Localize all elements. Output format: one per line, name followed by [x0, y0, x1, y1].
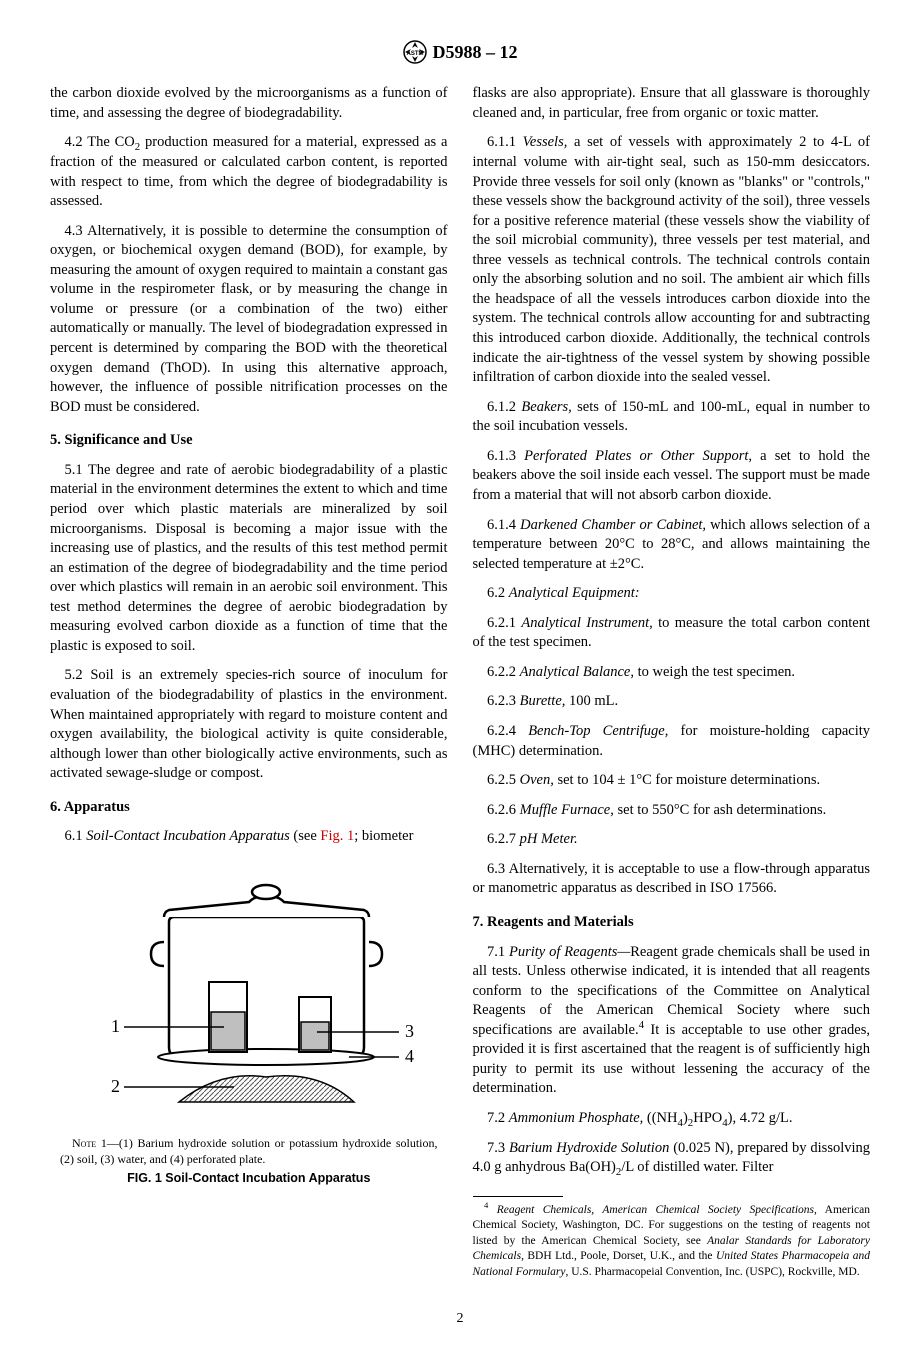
para-5-1: 5.1 The degree and rate of aerobic biode…	[50, 461, 448, 657]
para-7-2: 7.2 Ammonium Phosphate, ((NH4)2HPO4), 4.…	[473, 1109, 871, 1129]
para-6-2-7: 6.2.7 pH Meter.	[473, 830, 871, 850]
text: ), 4.72 g/L.	[728, 1110, 793, 1126]
para-carbon-dioxide: the carbon dioxide evolved by the microo…	[50, 84, 448, 123]
para-flasks-cont: flasks are also appropriate). Ensure tha…	[473, 84, 871, 123]
para-7-3: 7.3 Barium Hydroxide Solution (0.025 N),…	[473, 1139, 871, 1178]
text: (see	[293, 828, 320, 844]
para-6-2-5: 6.2.5 Oven, set to 104 ± 1°C for moistur…	[473, 771, 871, 791]
italic-text: Beakers,	[521, 399, 571, 415]
svg-text:ASTM: ASTM	[406, 51, 423, 57]
para-6-1-2: 6.1.2 Beakers, sets of 150-mL and 100-mL…	[473, 398, 871, 437]
svg-text:3: 3	[405, 1021, 414, 1041]
note-label: Note	[72, 1136, 96, 1150]
right-column: flasks are also appropriate). Ensure tha…	[473, 84, 871, 1280]
text: ((NH	[643, 1110, 677, 1126]
page-number: 2	[50, 1310, 870, 1329]
text: 6.1.1	[487, 134, 523, 150]
text: ; biometer	[354, 828, 413, 844]
text: set to 550°C for ash determinations.	[614, 802, 826, 818]
footnote-4: 4 Reagent Chemicals, American Chemical S…	[473, 1203, 871, 1281]
figure-note: Note 1—(1) Barium hydroxide solution or …	[50, 1135, 448, 1167]
italic-text: Vessels,	[523, 134, 568, 150]
para-6-2: 6.2 Analytical Equipment:	[473, 584, 871, 604]
text: set to 104 ± 1°C for moisture determinat…	[554, 772, 820, 788]
text: 6.2.2	[487, 664, 520, 680]
text: 6.2.4	[487, 723, 528, 739]
text: 6.2.7	[487, 831, 520, 847]
para-7-1: 7.1 Purity of Reagents—Reagent grade che…	[473, 943, 871, 1100]
text: to weigh the test specimen.	[634, 664, 795, 680]
note-text: 1—(1) Barium hydroxide solution or potas…	[60, 1136, 438, 1166]
italic-text: Soil-Contact Incubation Apparatus	[86, 828, 293, 844]
italic-text: Ammonium Phosphate,	[509, 1110, 644, 1126]
text: 7.1	[487, 944, 509, 960]
left-column: the carbon dioxide evolved by the microo…	[50, 84, 448, 1280]
astm-logo-icon: ASTM	[403, 40, 427, 64]
text: 6.2.1	[487, 615, 521, 631]
text: 6.2.5	[487, 772, 520, 788]
text: 4.2 The CO	[65, 134, 135, 150]
italic-text: Perforated Plates or Other Support,	[524, 448, 752, 464]
text: /L of distilled water. Filter	[621, 1159, 773, 1175]
text: , U.S. Pharmacopeial Convention, Inc. (U…	[565, 1266, 859, 1278]
text: 6.1.3	[487, 448, 524, 464]
text: 6.1.2	[487, 399, 521, 415]
para-5-2: 5.2 Soil is an extremely species-rich so…	[50, 666, 448, 783]
italic-text: Analytical Equipment:	[509, 585, 640, 601]
italic-text: Bench-Top Centrifuge,	[528, 723, 668, 739]
italic-text: Oven,	[520, 772, 554, 788]
text: 6.2.3	[487, 693, 520, 709]
para-6-2-2: 6.2.2 Analytical Balance, to weigh the t…	[473, 663, 871, 683]
page-header: ASTM D5988 – 12	[50, 40, 870, 64]
svg-text:4: 4	[405, 1046, 414, 1066]
footnote-separator	[473, 1196, 563, 1197]
designation-text: D5988 – 12	[433, 40, 518, 64]
para-6-3: 6.3 Alternatively, it is acceptable to u…	[473, 860, 871, 899]
italic-text: Analytical Instrument,	[521, 615, 652, 631]
italic-text: Purity of Reagents—	[509, 944, 630, 960]
italic-text: Barium Hydroxide Solution	[509, 1140, 669, 1156]
svg-text:2: 2	[111, 1076, 120, 1096]
para-6-1-4: 6.1.4 Darkened Chamber or Cabinet, which…	[473, 516, 871, 575]
text: 100 mL.	[565, 693, 618, 709]
para-6-1-1: 6.1.1 Vessels, a set of vessels with app…	[473, 133, 871, 387]
heading-7: 7. Reagents and Materials	[473, 913, 871, 933]
para-6-2-1: 6.2.1 Analytical Instrument, to measure …	[473, 614, 871, 653]
text: , BDH Ltd., Poole, Dorset, U.K., and the	[521, 1250, 716, 1262]
italic-text: Darkened Chamber or Cabinet,	[520, 517, 706, 533]
heading-5: 5. Significance and Use	[50, 431, 448, 451]
text: 6.1	[65, 828, 87, 844]
heading-6: 6. Apparatus	[50, 798, 448, 818]
text: 6.1.4	[487, 517, 520, 533]
text: 6.2	[487, 585, 509, 601]
italic-text: Muffle Furnace,	[520, 802, 614, 818]
para-6-2-3: 6.2.3 Burette, 100 mL.	[473, 692, 871, 712]
svg-text:1: 1	[111, 1016, 120, 1036]
italic-text: Analytical Balance,	[520, 664, 634, 680]
text: a set of vessels with approximately 2 to…	[473, 134, 871, 385]
figure-reference: Fig. 1	[320, 828, 354, 844]
para-6-1-3: 6.1.3 Perforated Plates or Other Support…	[473, 447, 871, 506]
para-6-2-6: 6.2.6 Muffle Furnace, set to 550°C for a…	[473, 801, 871, 821]
apparatus-diagram-icon: 1 2 3 4	[69, 862, 429, 1122]
figure-1: 1 2 3 4 Note 1—(1) Barium hydroxide solu…	[50, 862, 448, 1187]
para-6-2-4: 6.2.4 Bench-Top Centrifuge, for moisture…	[473, 722, 871, 761]
italic-text: Reagent Chemicals, American Chemical Soc…	[488, 1204, 814, 1216]
italic-text: Burette,	[520, 693, 566, 709]
text: HPO	[693, 1110, 722, 1126]
text: 7.3	[487, 1140, 509, 1156]
para-4-3: 4.3 Alternatively, it is possible to det…	[50, 222, 448, 418]
text: 7.2	[487, 1110, 509, 1126]
italic-text: pH Meter.	[520, 831, 578, 847]
text: 6.2.6	[487, 802, 520, 818]
para-6-1: 6.1 Soil-Contact Incubation Apparatus (s…	[50, 827, 448, 847]
para-4-2: 4.2 The CO2 production measured for a ma…	[50, 133, 448, 211]
two-column-layout: the carbon dioxide evolved by the microo…	[50, 84, 870, 1280]
figure-caption: FIG. 1 Soil-Contact Incubation Apparatus	[50, 1170, 448, 1187]
